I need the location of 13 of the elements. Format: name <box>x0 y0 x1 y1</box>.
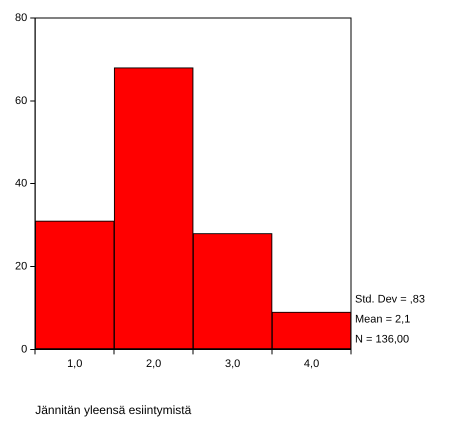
x-tick-label: 3,0 <box>224 358 240 370</box>
y-tick-label: 80 <box>14 12 28 24</box>
x-tick-label: 2,0 <box>146 358 162 370</box>
text: Mean = 2,1 <box>355 313 410 326</box>
text: Std. Dev = ,83 <box>355 293 426 306</box>
y-tick-label: 60 <box>14 94 28 107</box>
x-tick-label: 1,0 <box>67 358 82 370</box>
y-tick-label: 20 <box>14 260 28 273</box>
x-axis-title: Jännitän yleensä esiintymistä <box>35 403 192 418</box>
x-tick-label: 4,0 <box>304 358 320 370</box>
y-tick-label: 40 <box>14 178 28 190</box>
text: N = 136,00 <box>355 333 410 346</box>
y-tick-label: 0 <box>21 343 28 356</box>
